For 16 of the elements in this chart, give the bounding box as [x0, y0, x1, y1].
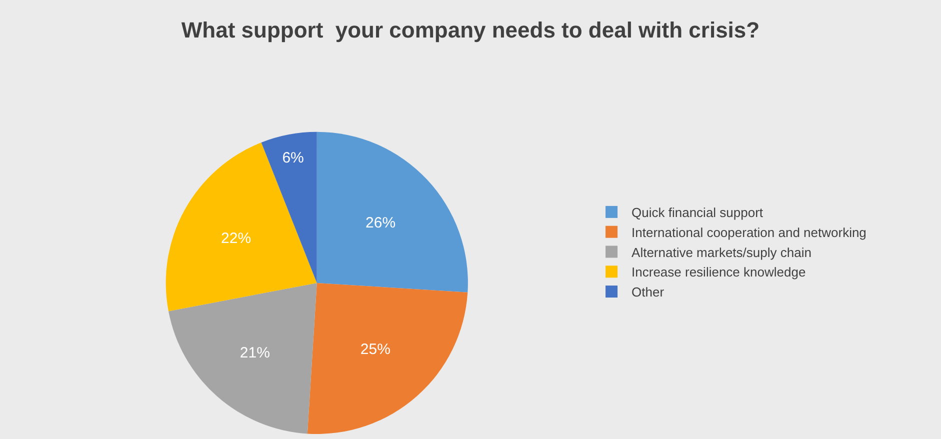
- pie-slice: [168, 282, 317, 434]
- legend-label: International cooperation and networking: [632, 224, 866, 240]
- data-label: 25%: [360, 340, 390, 358]
- data-label: 22%: [221, 230, 252, 247]
- data-label: 21%: [240, 344, 270, 362]
- pie-slice: [307, 282, 468, 434]
- pie-slice: [261, 132, 317, 283]
- legend-label: Quick financial support: [632, 205, 764, 220]
- legend-label: Increase resilience knowledge: [632, 264, 806, 280]
- pie-slice: [316, 132, 468, 292]
- legend-label: Alternative markets/suply chain: [632, 244, 812, 260]
- data-label: 26%: [366, 214, 396, 232]
- pie-slice: [166, 142, 317, 312]
- data-label: 6%: [282, 149, 304, 166]
- chart-title: What support your company needs to deal with crisis?: [181, 17, 760, 42]
- legend-label: Other: [632, 284, 665, 300]
